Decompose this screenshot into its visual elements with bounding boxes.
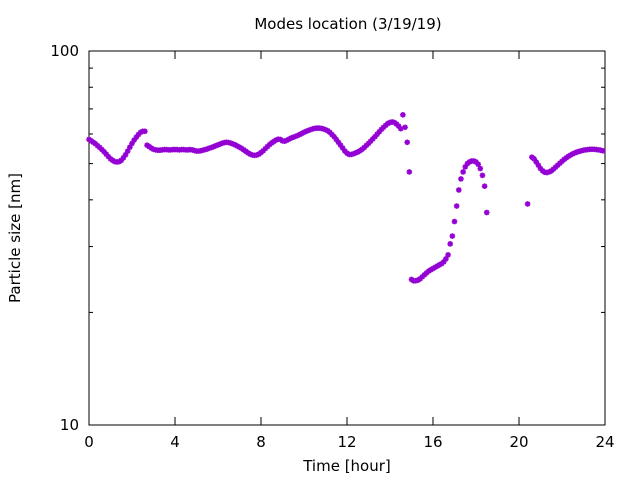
data-point [483,209,490,216]
y-tick-label: 10 [60,416,79,434]
data-point [400,112,406,118]
x-tick-label: 20 [509,433,528,451]
data-point [449,233,456,239]
chart-title: Modes location (3/19/19) [254,15,441,33]
data-point [477,165,484,172]
data-point [453,203,460,209]
data-point [600,147,606,154]
data-point [406,169,413,175]
data-point [475,161,481,168]
data-point [462,164,469,170]
data-point [124,148,131,154]
x-tick-label: 8 [256,433,266,451]
x-axis-label: Time [hour] [302,457,391,475]
data-point [479,172,486,179]
plot-frame [88,50,606,426]
data-point [443,256,449,262]
data-point [481,183,488,190]
x-tick-label: 4 [170,433,180,451]
data-point [458,176,464,182]
data-point [127,144,133,151]
data-point [445,252,451,258]
y-axis-ticks: 10 100 [50,42,605,434]
data-point [447,241,453,247]
x-tick-label: 16 [423,433,442,451]
x-tick-label: 24 [595,433,614,451]
data-point [142,128,148,135]
y-tick-label: 100 [50,42,79,60]
data-point [451,218,458,225]
data-point [456,187,462,193]
data-point [460,169,466,175]
data-point [402,124,408,131]
x-tick-label: 0 [84,433,94,451]
data-point [247,151,254,157]
x-tick-label: 12 [337,433,356,451]
data-points [86,112,606,284]
y-axis-label: Particle size [nm] [6,173,24,303]
data-point [524,201,531,207]
x-axis-ticks: 0 4 8 12 16 20 24 [84,51,615,451]
data-point [404,139,410,146]
